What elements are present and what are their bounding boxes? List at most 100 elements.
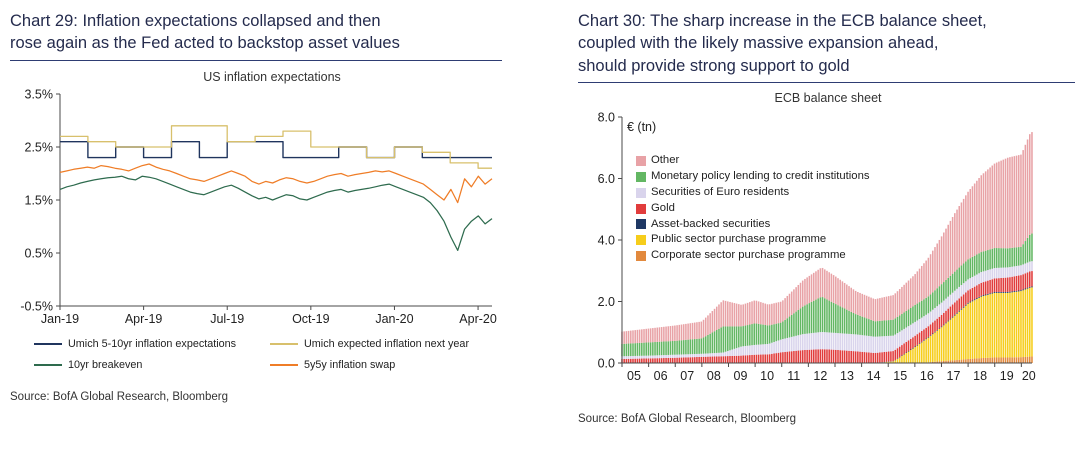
- chart29-heading: Chart 29: Inflation expectations collaps…: [10, 10, 472, 55]
- chart30-heading-rule: [578, 82, 1075, 84]
- legend-item: 10yr breakeven: [34, 359, 270, 371]
- legend-item: Asset-backed securities: [636, 217, 870, 233]
- chart29-chart-title: US inflation expectations: [203, 69, 341, 84]
- series-line-1: [60, 125, 492, 169]
- y-tick-label: 8.0: [598, 111, 615, 125]
- legend-label: Umich expected inflation next year: [304, 337, 470, 350]
- x-tick-label: 18: [973, 369, 987, 383]
- x-tick-label: 20: [1022, 369, 1036, 383]
- chart30-source: Source: BofA Global Research, Bloomberg: [578, 413, 796, 426]
- x-tick-label: 14: [867, 369, 881, 383]
- x-tick-label: Jan-20: [375, 312, 413, 326]
- chart30-heading: Chart 30: The sharp increase in the ECB …: [578, 10, 1048, 77]
- legend-label: Securities of Euro residents: [651, 185, 790, 198]
- legend-item: Gold: [636, 201, 870, 217]
- chart29-heading-line1: Chart 29: Inflation expectations collaps…: [10, 12, 381, 30]
- legend-item: Corporate sector purchase programme: [636, 248, 870, 264]
- legend-swatch: [636, 172, 646, 182]
- legend-swatch: [34, 342, 62, 345]
- series-public-sector-purchase-programme: [876, 287, 1033, 364]
- legend-swatch: [270, 363, 298, 366]
- legend-label: Public sector purchase programme: [651, 233, 827, 246]
- chart30-heading-line1: Chart 30: The sharp increase in the ECB …: [578, 12, 987, 30]
- x-tick-label: 07: [680, 369, 694, 383]
- legend-label: Corporate sector purchase programme: [651, 249, 846, 262]
- legend-label: 5y5y inflation swap: [304, 358, 396, 371]
- x-tick-label: 10: [760, 369, 774, 383]
- x-tick-label: 06: [654, 369, 668, 383]
- axes: 0.0 2.0 4.0 6.0 8.0 05 06 07 08 09 10 11 12 13 14 15 16 1…: [598, 111, 1036, 384]
- y-tick-label: -0.5%: [20, 299, 53, 313]
- legend-swatch: [636, 250, 646, 261]
- series-corporate-sector-purchase-programme: [903, 356, 1033, 364]
- x-tick-label: 13: [840, 369, 854, 383]
- chart29-legend: Umich 5-10yr inflation expectations Umich…: [34, 338, 502, 371]
- y-tick-label: 2.0: [598, 295, 615, 309]
- series-securities-of-euro-residents: [621, 261, 1033, 360]
- chart29-heading-rule: [10, 59, 502, 61]
- y-tick-label: 2.5%: [25, 140, 54, 154]
- ecb-balance-sheet-chart: 0.0 2.0 4.0 6.0 8.0 05 06 07 08 09 10 11 12 13 14 15 16 1…: [598, 111, 1036, 384]
- y-tick-label: 0.0: [598, 357, 615, 371]
- chart30-chart-title: ECB balance sheet: [774, 91, 882, 106]
- x-tick-label: Apr-20: [459, 312, 497, 326]
- series-gold: [621, 271, 1033, 364]
- series-other: [621, 132, 1033, 345]
- x-tick-label: 16: [920, 369, 934, 383]
- legend-swatch: [636, 156, 646, 167]
- legend-label: Asset-backed securities: [651, 217, 771, 230]
- legend-label: 10yr breakeven: [68, 358, 143, 371]
- legend-swatch: [636, 187, 646, 198]
- series-line-0: [60, 140, 492, 159]
- x-tick-label: 08: [707, 369, 721, 383]
- y-tick-label: 6.0: [598, 172, 615, 186]
- legend-label: Gold: [651, 201, 675, 214]
- chart30-legend: Other Monetary policy lending to credit i…: [636, 153, 870, 264]
- axes: 3.5% 2.5% 1.5% 0.5% -0.5%Jan-19 Apr-19 Jul-19 O…: [20, 87, 497, 326]
- legend-item: Securities of Euro residents: [636, 185, 870, 201]
- legend-label: Monetary policy lending to credit instit…: [651, 170, 870, 183]
- chart29-chart-area: US inflation expectations 3.5% 2.5% 1.5% 0.…: [10, 70, 502, 336]
- x-tick-label: Jan-19: [41, 312, 79, 326]
- legend-item: Umich 5-10yr inflation expectations: [34, 338, 270, 350]
- legend-swatch: [636, 219, 646, 230]
- chart29-heading-line2: rose again as the Fed acted to backstop …: [10, 34, 400, 53]
- series-line-3: [59, 163, 493, 204]
- legend-item: Monetary policy lending to credit instit…: [636, 169, 870, 185]
- legend-label: Umich 5-10yr inflation expectations: [68, 337, 237, 350]
- legend-item: 5y5y inflation swap: [270, 359, 502, 371]
- legend-item: Umich expected inflation next year: [270, 338, 502, 350]
- x-tick-label: 15: [893, 369, 907, 383]
- legend-item: Public sector purchase programme: [636, 232, 870, 248]
- x-tick-label: Apr-19: [125, 312, 163, 326]
- series-asset-backed-securities: [872, 286, 1033, 364]
- y-tick-label: 4.0: [598, 234, 615, 248]
- chart30-heading-line2: coupled with the likely massive expansio…: [578, 34, 939, 53]
- inflation-expectations-chart: 3.5% 2.5% 1.5% 0.5% -0.5%Jan-19 Apr-19 Jul-19 O…: [20, 87, 497, 326]
- legend-item: Other: [636, 153, 870, 169]
- series-line-2: [59, 175, 493, 251]
- y-tick-label: 0.5%: [25, 246, 54, 260]
- legend-swatch: [270, 342, 298, 345]
- x-tick-label: Oct-19: [292, 312, 330, 326]
- chart30-heading-line3: should provide strong support to gold: [578, 56, 850, 75]
- chart30-panel: Chart 30: The sharp increase in the ECB …: [578, 10, 1075, 425]
- chart29-source: Source: BofA Global Research, Bloomberg: [10, 390, 228, 403]
- legend-swatch: [34, 363, 62, 366]
- chart30-chart-area: ECB balance sheet 0.0 2.0 4.0 6.0 8.0 05 06 07 0…: [578, 91, 1075, 397]
- x-tick-label: 17: [947, 369, 961, 383]
- series-monetary-policy-lending-to-credit-institutions: [621, 233, 1033, 357]
- legend-swatch: [636, 203, 646, 214]
- x-tick-label: Jul-19: [210, 312, 244, 326]
- y-tick-label: 3.5%: [25, 87, 54, 101]
- chart29-panel: Chart 29: Inflation expectations collaps…: [10, 10, 502, 403]
- x-tick-label: 12: [813, 369, 827, 383]
- y-tick-label: 1.5%: [25, 193, 54, 207]
- x-tick-label: 09: [734, 369, 748, 383]
- unit-label: € (tn): [627, 120, 656, 134]
- legend-swatch: [636, 235, 646, 246]
- x-tick-label: 05: [627, 369, 641, 383]
- x-tick-label: 19: [1000, 369, 1014, 383]
- x-tick-label: 11: [787, 369, 800, 383]
- legend-label: Other: [651, 154, 680, 167]
